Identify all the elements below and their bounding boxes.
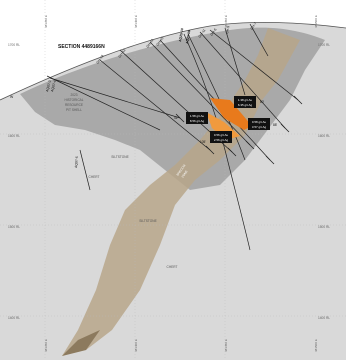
drill-trace-gh-13 xyxy=(99,59,211,151)
intercept-4-au: 0.58 g/t Au xyxy=(252,120,267,124)
hole-label-gh-13: GH-13 xyxy=(96,54,105,65)
hole-label-gh-7: GH-7 xyxy=(250,22,258,31)
drill-trace-gh-14 xyxy=(149,41,251,146)
pit-shell-label-4: PIT SHELL xyxy=(66,108,82,112)
elevation-label-1700-right: 1700 RL xyxy=(318,43,330,47)
drill-trace-gh-7 xyxy=(249,23,269,57)
breccia-label: BRECCIA ZONE xyxy=(176,163,189,178)
hole-label-aq07-3: AQ07-3 xyxy=(45,80,52,92)
intercept-3-depth: 105' xyxy=(200,140,206,144)
hole-label-gh-15: GH-15 xyxy=(156,36,165,47)
easting-bottom-4: 481500 E xyxy=(314,339,318,352)
chert-label-lower: CHERT xyxy=(167,265,178,269)
intercept-callout-1: 1.38 g/t Au 6.35 g/t Ag 80' xyxy=(234,96,265,108)
elevation-label-1600-left: 1600 RL xyxy=(8,134,20,138)
hole-label-aq07-5: AQ07-5 xyxy=(74,156,79,168)
drill-trace-gh-9 xyxy=(224,27,246,96)
intercept-1-au: 1.38 g/t Au xyxy=(238,98,253,102)
hole-label-gh-11: GH-11 xyxy=(198,28,207,38)
easting-top-3: 481450 E xyxy=(224,15,228,28)
hole-label-aq25-10: AQ25-10 xyxy=(178,28,184,42)
elevation-label-1700-left: 1700 RL xyxy=(8,43,20,47)
west-marker: W xyxy=(10,95,14,99)
easting-labels: 481350 E 481400 E 481450 E 481500 E 4813… xyxy=(44,15,318,352)
drill-trace-aq07-5 xyxy=(79,149,91,191)
intercept-1-depth: 80' xyxy=(260,100,265,104)
intercept-2-depth: 41' xyxy=(174,116,179,120)
intercept-4-depth: 88' xyxy=(273,123,278,127)
easting-top-1: 481350 E xyxy=(44,15,48,28)
intercept-3-au: 0.56 g/t Au xyxy=(214,133,229,137)
intercept-3-ag: 2.56 g/t Ag xyxy=(214,138,229,142)
intercept-callout-4: 0.58 g/t Au 3.57 g/t Ag 88' xyxy=(248,118,278,130)
hole-label-oh-6: OH-6 xyxy=(210,28,218,37)
easting-bottom-3: 481450 E xyxy=(224,339,228,352)
intercept-upper xyxy=(210,98,252,130)
hole-label-gh-12: GH-12 xyxy=(118,48,127,59)
elevation-label-1500-left: 1500 RL xyxy=(8,225,20,229)
intercept-4-ag: 3.57 g/t Ag xyxy=(252,125,267,129)
intercept-callout-2: 1.58 g/t Au 8.56 g/t Ag 41' xyxy=(174,112,208,124)
pit-shell-label-2: HISTORICAL xyxy=(64,98,83,102)
pit-shell-label-1: 2023 xyxy=(70,93,77,97)
pit-shell xyxy=(20,27,325,190)
hole-label-aq07-4: AQ07-4 xyxy=(50,80,57,92)
drill-trace-aq07-3 xyxy=(49,77,181,119)
easting-bottom-2: 481400 E xyxy=(134,339,138,352)
intercept-callout-3: 0.56 g/t Au 2.56 g/t Ag 105' xyxy=(200,131,232,144)
elevation-label-1500-right: 1500 RL xyxy=(318,225,330,229)
intercept-callouts: 1.38 g/t Au 6.35 g/t Ag 80' 1.58 g/t Au … xyxy=(174,96,278,144)
siltstone-label-lower: SILTSTONE xyxy=(139,219,156,223)
elevation-label-1400-right: 1400 RL xyxy=(318,316,330,320)
chert-label-upper: CHERT xyxy=(89,175,100,179)
hole-label-aq25-09: AQ25-09 xyxy=(185,30,191,44)
section-title: SECTION 4489166N xyxy=(58,44,105,50)
drill-end-ticks xyxy=(175,95,303,165)
easting-bottom-1: 481350 E xyxy=(44,339,48,352)
hole-label-gh-14: GH-14 xyxy=(146,38,155,49)
breccia-tip xyxy=(62,330,100,356)
elevation-label-1400-left: 1400 RL xyxy=(8,316,20,320)
drill-trace-gh-11 xyxy=(199,31,286,129)
drill-trace-aq25-10 xyxy=(183,33,251,251)
drill-trace-oh-6 xyxy=(209,29,299,101)
intercept-2-ag: 8.56 g/t Ag xyxy=(190,119,205,123)
siltstone-label-upper: SILTSTONE xyxy=(111,155,128,159)
elevation-label-1600-right: 1600 RL xyxy=(318,134,330,138)
drill-trace-aq07-4 xyxy=(46,75,161,131)
easting-top-4: 481500 E xyxy=(314,15,318,28)
elevation-labels-right: 1700 RL 1600 RL 1500 RL 1400 RL xyxy=(318,43,330,320)
breccia-zone xyxy=(62,28,300,356)
elevation-labels-left: 1700 RL 1600 RL 1500 RL 1400 RL xyxy=(8,43,20,320)
intercept-1-ag: 6.35 g/t Ag xyxy=(238,103,253,107)
unit-labels: 2023 HISTORICAL RESOURCE PIT SHELL SILTS… xyxy=(64,93,177,269)
easting-top-2: 481400 E xyxy=(134,15,138,28)
breccia-label-2: ZONE xyxy=(181,169,189,178)
hole-label-gh-9: GH-9 xyxy=(225,25,230,34)
intercept-2-au: 1.58 g/t Au xyxy=(190,114,205,118)
topography-line xyxy=(0,21,346,101)
hole-labels: AQ07-3 AQ07-4 GH-13 GH-12 GH-14 GH-15 AQ… xyxy=(45,22,257,169)
pit-shell-label-3: RESOURCE xyxy=(65,103,83,107)
breccia-label-1: BRECCIA xyxy=(176,163,187,176)
